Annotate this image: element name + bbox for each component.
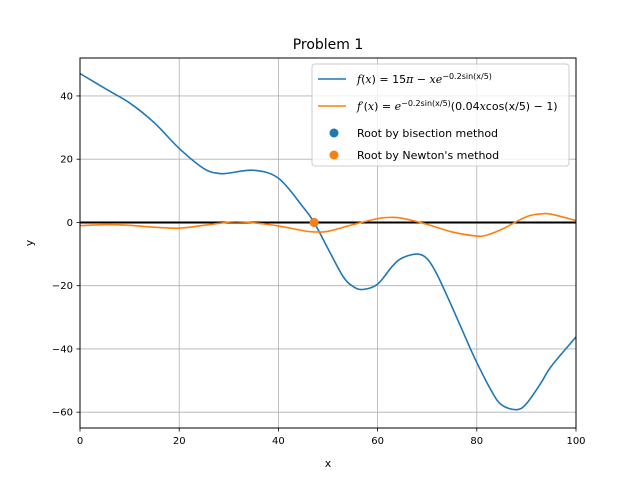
legend-label-newton: Root by Newton's method xyxy=(357,149,499,162)
legend-marker-newton xyxy=(329,150,339,160)
axes-frame xyxy=(79,57,577,429)
legend-box xyxy=(311,63,570,167)
marker-layer xyxy=(309,217,319,227)
x-tick-label: 100 xyxy=(566,436,585,447)
y-tick-label: 40 xyxy=(60,91,73,102)
x-tick-label: 80 xyxy=(470,436,483,447)
series-line-1 xyxy=(80,212,576,238)
y-tick-label: 20 xyxy=(60,155,73,166)
series-layer xyxy=(80,72,576,411)
legend-marker-bisection xyxy=(329,128,339,138)
x-tick-label: 60 xyxy=(371,436,384,447)
legend-label-bisection: Root by bisection method xyxy=(357,127,498,140)
y-tick-label: 0 xyxy=(67,218,73,229)
x-tick-label: 40 xyxy=(272,436,285,447)
legend-label-fprime: f′(x) = e−0.2sin(x/5)(0.04xcos(x/5) − 1) xyxy=(356,99,558,114)
chart-title: Problem 1 xyxy=(293,37,364,53)
x-tick-label: 0 xyxy=(77,436,83,447)
legend-label-f: f(x) = 15π − xe−0.2sin(x/5) xyxy=(356,72,492,87)
tick-layer: 0 20 40 60 80 100 −60 −40 −20 0 20 40 xyxy=(52,91,586,447)
root-marker-3 xyxy=(309,217,319,227)
y-tick-label: −40 xyxy=(52,344,73,355)
x-axis-label: x xyxy=(325,457,332,470)
series-line-0 xyxy=(80,72,576,411)
y-axis-label: y xyxy=(23,239,36,246)
y-tick-label: −20 xyxy=(52,281,73,292)
legend: f(x) = 15π − xe−0.2sin(x/5) f′(x) = e−0.… xyxy=(311,63,570,167)
y-tick-label: −60 xyxy=(52,408,73,419)
x-tick-label: 20 xyxy=(173,436,186,447)
